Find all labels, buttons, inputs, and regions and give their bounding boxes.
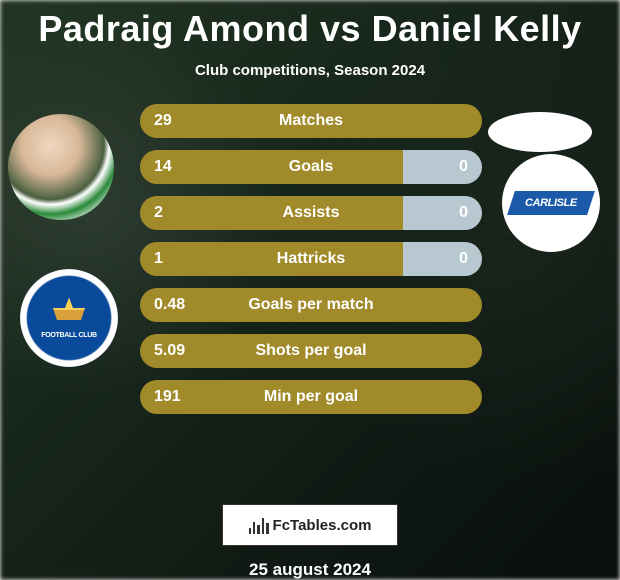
bar-chart-icon (249, 516, 269, 534)
stat-label: Goals (289, 158, 333, 176)
stat-label: Matches (279, 112, 343, 130)
stat-left-value: 1 (154, 250, 163, 268)
carlisle-logo: CARLISLE (507, 191, 595, 215)
stat-right-value: 0 (459, 250, 468, 268)
footer-brand-text: FcTables.com (273, 517, 372, 534)
stat-left-value: 5.09 (154, 342, 185, 360)
stat-bar: 29 Matches (140, 104, 482, 138)
player-right-avatar (488, 112, 592, 152)
stat-bar: 191 Min per goal (140, 380, 482, 414)
player-right-club-badge: CARLISLE (502, 154, 600, 252)
stat-left-value: 0.48 (154, 296, 185, 314)
stat-right-value: 0 (459, 204, 468, 222)
player-left-avatar (8, 114, 114, 220)
player-left-club-badge: FOOTBALL CLUB (20, 269, 118, 367)
stat-bar-left-segment: 1 (140, 242, 403, 276)
content-wrapper: Padraig Amond vs Daniel Kelly Club compe… (0, 0, 620, 580)
stat-label: Shots per goal (255, 342, 366, 360)
stat-label: Assists (283, 204, 340, 222)
stat-label: Hattricks (277, 250, 345, 268)
ship-icon (49, 298, 89, 328)
stat-bar-left-segment: 14 (140, 150, 403, 184)
page-title: Padraig Amond vs Daniel Kelly (38, 8, 581, 50)
player-right-club-label: CARLISLE (525, 197, 577, 209)
stat-left-value: 14 (154, 158, 172, 176)
player-left-club-label: FOOTBALL CLUB (41, 332, 96, 339)
stats-bars: 29 Matches 14 0 Goals 2 0 Assists 1 0 Hattricks 0.4… (140, 104, 482, 426)
stat-bar: 2 0 Assists (140, 196, 482, 230)
page-subtitle: Club competitions, Season 2024 (195, 62, 425, 79)
stat-bar: 14 0 Goals (140, 150, 482, 184)
date-label: 25 august 2024 (249, 560, 371, 580)
stat-label: Goals per match (248, 296, 373, 314)
stat-left-value: 2 (154, 204, 163, 222)
stat-right-value: 0 (459, 158, 468, 176)
stat-bar-right-segment: 0 (403, 196, 482, 230)
stat-bar-right-segment: 0 (403, 150, 482, 184)
stat-bar-left-segment: 2 (140, 196, 403, 230)
footer-brand-badge: FcTables.com (222, 504, 398, 546)
main-area: FOOTBALL CLUB CARLISLE 29Matches140Goals… (0, 104, 620, 166)
stat-label: Min per goal (264, 388, 358, 406)
stat-bar-right-segment: 0 (403, 242, 482, 276)
stat-bar: 1 0 Hattricks (140, 242, 482, 276)
stat-bar: 5.09 Shots per goal (140, 334, 482, 368)
stat-left-value: 191 (154, 388, 181, 406)
stat-left-value: 29 (154, 112, 172, 130)
stat-bar: 0.48 Goals per match (140, 288, 482, 322)
